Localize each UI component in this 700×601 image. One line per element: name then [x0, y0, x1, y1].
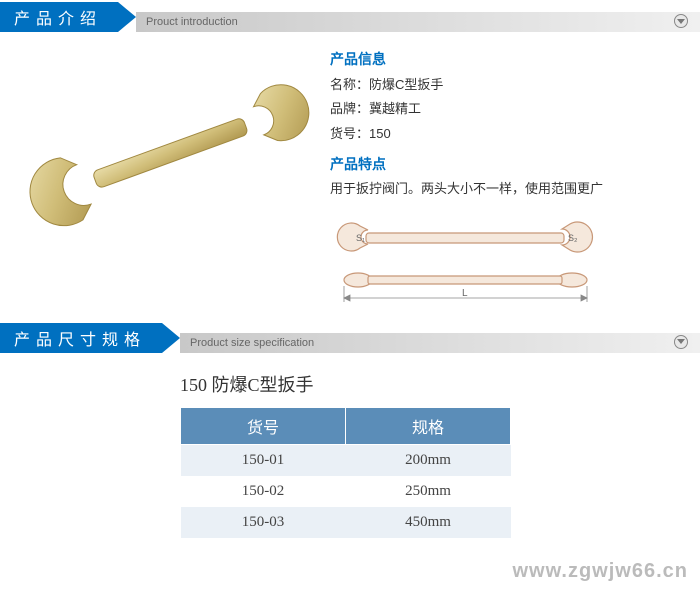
subtitle-intro-text: Prouct introduction: [146, 16, 238, 28]
tab-spec: 产品尺寸规格: [0, 323, 162, 353]
code-label: 货号：: [330, 126, 369, 141]
info-brand-row: 品牌：冀越精工: [330, 97, 680, 122]
spec-table: 货号 规格 150-01 200mm 150-02 250mm 150-03 4…: [180, 407, 511, 538]
section-header-intro: 产品介绍 Prouct introduction: [0, 0, 700, 32]
diagram-s2-label: S₂: [568, 233, 578, 243]
product-photo: [20, 42, 320, 262]
tab-arrow-icon: [162, 323, 180, 353]
tab-arrow-icon: [118, 2, 136, 32]
cell-code: 150-02: [181, 476, 346, 507]
spec-section: 产品尺寸规格 Product size specification 150 防爆…: [0, 321, 700, 538]
table-header-row: 货号 规格: [181, 407, 511, 444]
chevron-down-icon: [674, 335, 688, 349]
intro-content: 产品信息 名称：防爆C型扳手 品牌：冀越精工 货号：150 产品特点 用于扳拧阀…: [0, 32, 700, 313]
tab-intro-label: 产品介绍: [14, 5, 102, 29]
watermark: www.zgwjw66.cn: [512, 560, 688, 583]
table-row: 150-03 450mm: [181, 507, 511, 538]
info-code-row: 货号：150: [330, 122, 680, 147]
brand-label: 品牌：: [330, 101, 369, 116]
brand-value: 冀越精工: [369, 101, 421, 116]
cell-spec: 450mm: [346, 507, 511, 538]
tab-intro: 产品介绍: [0, 2, 118, 32]
cell-code: 150-01: [181, 444, 346, 476]
cell-spec: 250mm: [346, 476, 511, 507]
code-value: 150: [369, 126, 391, 141]
spec-title: 150 防爆C型扳手: [180, 371, 700, 397]
section-header-spec: 产品尺寸规格 Product size specification: [0, 321, 700, 353]
name-label: 名称：: [330, 77, 369, 92]
dimension-diagram: S₁ S₂ L: [330, 208, 600, 308]
diagram-s1-label: S₁: [356, 233, 365, 243]
th-code: 货号: [181, 407, 346, 444]
subtitle-bar-intro: Prouct introduction: [136, 12, 700, 32]
subtitle-spec-text: Product size specification: [190, 337, 314, 349]
th-spec: 规格: [346, 407, 511, 444]
features-heading: 产品特点: [330, 151, 680, 178]
info-name-row: 名称：防爆C型扳手: [330, 73, 680, 98]
chevron-down-icon: [674, 14, 688, 28]
diagram-l-label: L: [462, 288, 468, 299]
cell-spec: 200mm: [346, 444, 511, 476]
features-text: 用于扳拧阀门。两头大小不一样，使用范围更广: [330, 177, 680, 202]
cell-code: 150-03: [181, 507, 346, 538]
table-row: 150-02 250mm: [181, 476, 511, 507]
table-row: 150-01 200mm: [181, 444, 511, 476]
tab-spec-label: 产品尺寸规格: [14, 326, 146, 350]
info-heading: 产品信息: [330, 46, 680, 73]
subtitle-bar-spec: Product size specification: [180, 333, 700, 353]
name-value: 防爆C型扳手: [369, 77, 443, 92]
product-info-block: 产品信息 名称：防爆C型扳手 品牌：冀越精工 货号：150 产品特点 用于扳拧阀…: [320, 42, 680, 308]
